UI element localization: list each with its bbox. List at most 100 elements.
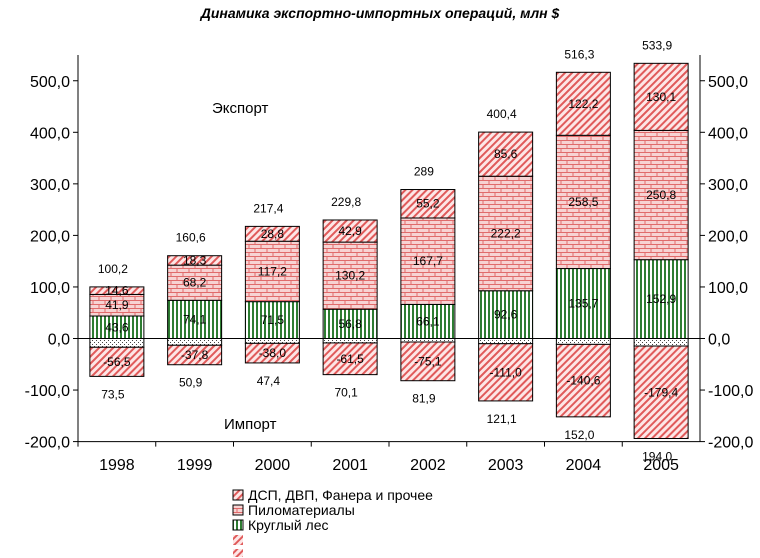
- bar-panels-2003: [478, 131, 534, 177]
- segment-label: 66,1: [416, 314, 440, 328]
- bar-panels-2005: [633, 62, 689, 131]
- import-annotation: Импорт: [224, 416, 277, 433]
- import-total-label: 152,0: [564, 428, 594, 442]
- segment-label: 18,3: [183, 253, 207, 267]
- import-segment-label: -38,0: [259, 346, 287, 360]
- legend-label: Пиломатериалы: [248, 502, 355, 518]
- y-tick-label-right: 200,0: [708, 228, 748, 245]
- bar-import-other-2002: [400, 338, 456, 343]
- bar-panels-2002: [400, 189, 456, 219]
- bar-import-other-2001: [322, 338, 378, 344]
- segment-label: 85,6: [494, 147, 518, 161]
- bar-import-other-2004: [555, 338, 611, 345]
- x-tick-label: 1998: [99, 457, 135, 474]
- x-tick-label: 2003: [488, 457, 524, 474]
- segment-label: 56,8: [338, 317, 362, 331]
- segment-label: 55,2: [416, 197, 440, 211]
- legend-swatch: [232, 504, 244, 516]
- import-segment-label: -111,0: [490, 365, 523, 379]
- segment-label: 43,6: [105, 320, 129, 334]
- bar-lumber-1999: [167, 264, 223, 301]
- bar-roundwood-2003: [478, 290, 534, 340]
- bar-roundwood-2001: [322, 308, 378, 340]
- export-total-label: 289: [414, 165, 434, 179]
- x-tick-label: 2001: [332, 457, 368, 474]
- legend-swatch: [232, 519, 244, 531]
- bar-import-other-2003: [478, 338, 534, 345]
- bar-lumber-2005: [633, 129, 689, 261]
- segment-label: 258,5: [568, 195, 598, 209]
- import-total-label: 50,9: [179, 376, 203, 390]
- y-tick-label-left: 500,0: [30, 74, 70, 91]
- bar-lumber-2002: [400, 217, 456, 305]
- segment-label: 130,2: [335, 269, 365, 283]
- export-total-label: 160,6: [176, 231, 206, 245]
- export-annotation: Экспорт: [212, 100, 268, 117]
- y-tick-label-right: 100,0: [708, 280, 748, 297]
- segment-label: 130,1: [646, 90, 676, 104]
- bar-panels-1998: [89, 286, 145, 295]
- y-tick-label-left: 0,0: [48, 332, 70, 349]
- y-tick-label-right: 400,0: [708, 125, 748, 142]
- x-tick-label: 1999: [177, 457, 213, 474]
- y-tick-label-left: 300,0: [30, 177, 70, 194]
- segment-label: 14,6: [105, 284, 129, 298]
- legend-label: Круглый лес: [248, 517, 328, 533]
- y-tick-label-right: 0,0: [708, 332, 730, 349]
- segment-label: 41,9: [105, 298, 129, 312]
- export-total-label: 533,9: [642, 38, 672, 52]
- import-segment-label: -37,8: [181, 348, 209, 362]
- bar-panels-1999: [167, 255, 223, 266]
- bar-import-1999: [167, 344, 223, 366]
- y-tick-label-left: 100,0: [30, 280, 70, 297]
- segment-label: 117,2: [258, 264, 287, 278]
- import-total-label: 194,0: [642, 450, 672, 464]
- import-segment-label: -75,1: [414, 354, 442, 368]
- segment-label: 92,6: [494, 308, 518, 322]
- y-tick-label-right: -100,0: [708, 383, 753, 400]
- bar-panels-2004: [555, 71, 611, 136]
- bar-roundwood-2000: [244, 301, 300, 340]
- x-tick-label: 2005: [643, 457, 679, 474]
- bar-lumber-2000: [244, 240, 300, 303]
- import-segment-label: -140,6: [566, 374, 600, 388]
- import-segment-label: -56,5: [103, 355, 131, 369]
- legend-swatch: [233, 535, 243, 545]
- export-total-label: 217,4: [253, 201, 283, 215]
- import-total-label: 81,9: [412, 392, 436, 406]
- import-total-label: 73,5: [101, 387, 125, 401]
- bar-import-other-1998: [89, 338, 145, 348]
- bar-import-1998: [89, 346, 145, 377]
- segment-label: 152,9: [646, 292, 676, 306]
- import-segment-label: -179,4: [644, 385, 678, 399]
- segment-label: 68,2: [183, 276, 207, 290]
- bar-import-2005: [633, 345, 689, 440]
- segment-label: 167,7: [413, 254, 443, 268]
- bar-import-other-2000: [244, 338, 300, 344]
- segment-label: 71,5: [261, 313, 285, 327]
- y-tick-label-left: 400,0: [30, 125, 70, 142]
- bar-lumber-2003: [478, 175, 534, 292]
- bar-lumber-2004: [555, 134, 611, 270]
- bar-import-2004: [555, 343, 611, 418]
- export-total-label: 229,8: [331, 195, 361, 209]
- x-tick-label: 2002: [410, 457, 446, 474]
- x-tick-label: 2004: [566, 457, 602, 474]
- y-tick-label-left: 200,0: [30, 228, 70, 245]
- legend: ДСП, ДВП, Фанера и прочееПиломатериалыКр…: [232, 487, 433, 557]
- bar-panels-2001: [322, 219, 378, 243]
- y-tick-label-right: -200,0: [708, 435, 753, 452]
- bar-lumber-2001: [322, 241, 378, 310]
- segment-label: 74,1: [183, 312, 207, 326]
- export-total-label: 400,4: [487, 107, 517, 121]
- legend-swatch: [233, 549, 243, 557]
- segment-label: 42,9: [338, 224, 362, 238]
- segment-label: 28,8: [261, 227, 285, 241]
- x-tick-label: 2000: [255, 457, 291, 474]
- bar-import-other-1999: [167, 338, 223, 346]
- segment-label: 250,8: [646, 188, 676, 202]
- bar-import-other-2005: [633, 338, 689, 347]
- bar-import-2000: [244, 342, 300, 364]
- bar-panels-2000: [244, 225, 300, 242]
- legend-label: ДСП, ДВП, Фанера и прочее: [248, 487, 433, 503]
